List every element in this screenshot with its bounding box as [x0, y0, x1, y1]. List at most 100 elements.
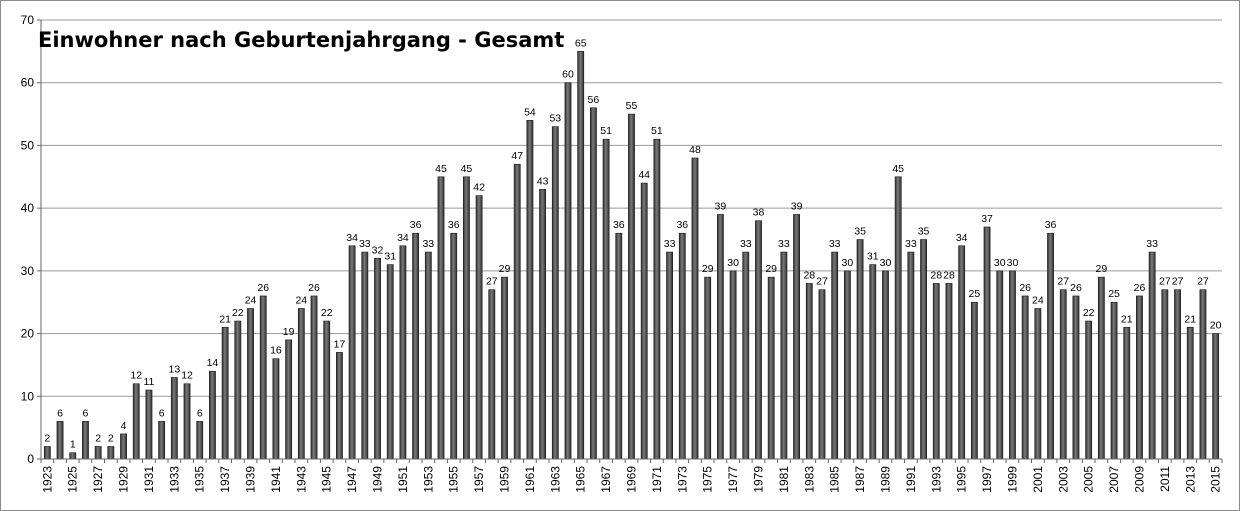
x-tick-label: 1993	[929, 466, 943, 493]
y-tick-label: 40	[21, 201, 35, 215]
bar-1995	[958, 245, 966, 460]
x-tick-label: 1989	[878, 466, 892, 493]
data-label-1941: 16	[270, 345, 282, 357]
bar-1960	[513, 163, 521, 460]
data-label-2006: 29	[1096, 263, 1108, 275]
data-label-1973: 36	[676, 219, 688, 231]
bar-1983	[805, 283, 813, 460]
data-label-2014: 27	[1197, 276, 1209, 288]
x-tick-label: 1963	[548, 466, 562, 493]
x-tick-label: 2007	[1107, 466, 1121, 493]
x-tick-label: 1975	[701, 466, 715, 493]
data-label-1931: 11	[143, 376, 154, 388]
x-tick-label: 1999	[1005, 466, 1019, 493]
bar-1973	[678, 232, 686, 460]
data-label-1964: 60	[562, 69, 574, 81]
data-label-1960: 47	[511, 150, 523, 162]
bar-2010	[1148, 251, 1156, 460]
x-tick-label: 1995	[955, 466, 969, 493]
data-label-1929: 4	[121, 420, 127, 432]
x-tick-label: 1961	[523, 466, 537, 493]
data-label-1927: 2	[95, 432, 101, 444]
bar-1933	[170, 377, 178, 460]
data-label-1958: 27	[486, 276, 498, 288]
data-label-1946: 17	[334, 338, 346, 350]
x-tick-label: 1981	[777, 466, 791, 493]
x-tick-label: 1959	[498, 466, 512, 493]
data-label-1947: 34	[346, 232, 358, 244]
x-tick-label: 1977	[726, 466, 740, 493]
data-label-1981: 33	[778, 238, 790, 250]
bar-1992	[920, 239, 927, 460]
bar-1941	[272, 358, 280, 460]
data-label-1986: 30	[842, 257, 854, 269]
data-label-2000: 26	[1019, 282, 1031, 294]
bar-1935	[196, 421, 204, 460]
bar-1934	[183, 383, 191, 460]
data-label-1952: 36	[410, 219, 422, 231]
bar-1978	[742, 251, 750, 460]
bar-2001	[1034, 308, 1042, 460]
chart-title: Einwohner nach Geburtenjahrgang - Gesamt	[38, 28, 564, 52]
bar-1965	[577, 51, 585, 460]
x-tick-label: 1941	[269, 466, 283, 493]
data-label-1983: 28	[803, 269, 815, 281]
data-label-1967: 51	[600, 125, 612, 137]
bar-1984	[818, 289, 826, 460]
bar-1999	[1009, 270, 1016, 460]
data-label-1944: 26	[308, 282, 320, 294]
bar-1966	[590, 107, 597, 460]
bar-2014	[1199, 289, 1207, 460]
x-tick-label: 1955	[447, 466, 461, 493]
bar-2003	[1059, 289, 1067, 460]
bar-1961	[526, 120, 534, 460]
bar-1985	[831, 251, 839, 460]
data-label-1934: 12	[181, 370, 193, 382]
bar-2008	[1123, 326, 1131, 460]
data-label-1956: 45	[461, 163, 473, 175]
bar-1957	[475, 195, 483, 460]
y-tick-label: 20	[21, 327, 35, 341]
data-label-1939: 24	[245, 294, 257, 306]
data-label-2004: 26	[1070, 282, 1082, 294]
data-label-1942: 19	[283, 326, 295, 338]
bar-1990	[894, 176, 902, 460]
y-tick-label: 60	[21, 76, 35, 90]
bar-1963	[551, 126, 559, 460]
data-label-1951: 34	[397, 232, 409, 244]
bar-1975	[704, 276, 712, 460]
x-tick-label: 2013	[1183, 466, 1197, 493]
bar-2012	[1174, 289, 1181, 460]
bar-1987	[856, 239, 864, 460]
bar-1930	[132, 383, 140, 460]
x-tick-label: 1929	[117, 466, 131, 493]
data-label-1984: 27	[816, 276, 828, 288]
y-tick-label: 50	[21, 138, 35, 152]
data-label-1972: 33	[664, 238, 676, 250]
data-label-1928: 2	[108, 432, 114, 444]
bar-2013	[1186, 326, 1194, 460]
bar-2009	[1136, 295, 1143, 460]
bar-1949	[374, 258, 381, 460]
data-label-1940: 26	[257, 282, 269, 294]
data-label-1959: 29	[499, 263, 511, 275]
x-tick-label: 1973	[675, 466, 689, 493]
bar-1994	[945, 283, 953, 460]
bar-1929	[120, 433, 127, 460]
bar-1946	[336, 352, 343, 460]
data-label-1971: 51	[651, 125, 663, 137]
data-label-1924: 6	[57, 407, 63, 419]
y-tick-label: 70	[21, 13, 35, 27]
bar-1923	[43, 446, 51, 460]
bar-1976	[716, 214, 724, 460]
bar-1943	[297, 308, 305, 460]
data-label-1937: 21	[219, 313, 231, 325]
x-tick-label: 1927	[91, 466, 105, 493]
data-label-1932: 6	[159, 407, 165, 419]
x-tick-label: 1985	[828, 466, 842, 493]
x-tick-label: 2009	[1132, 466, 1146, 493]
data-label-1961: 54	[524, 106, 536, 118]
data-label-2002: 36	[1045, 219, 1057, 231]
